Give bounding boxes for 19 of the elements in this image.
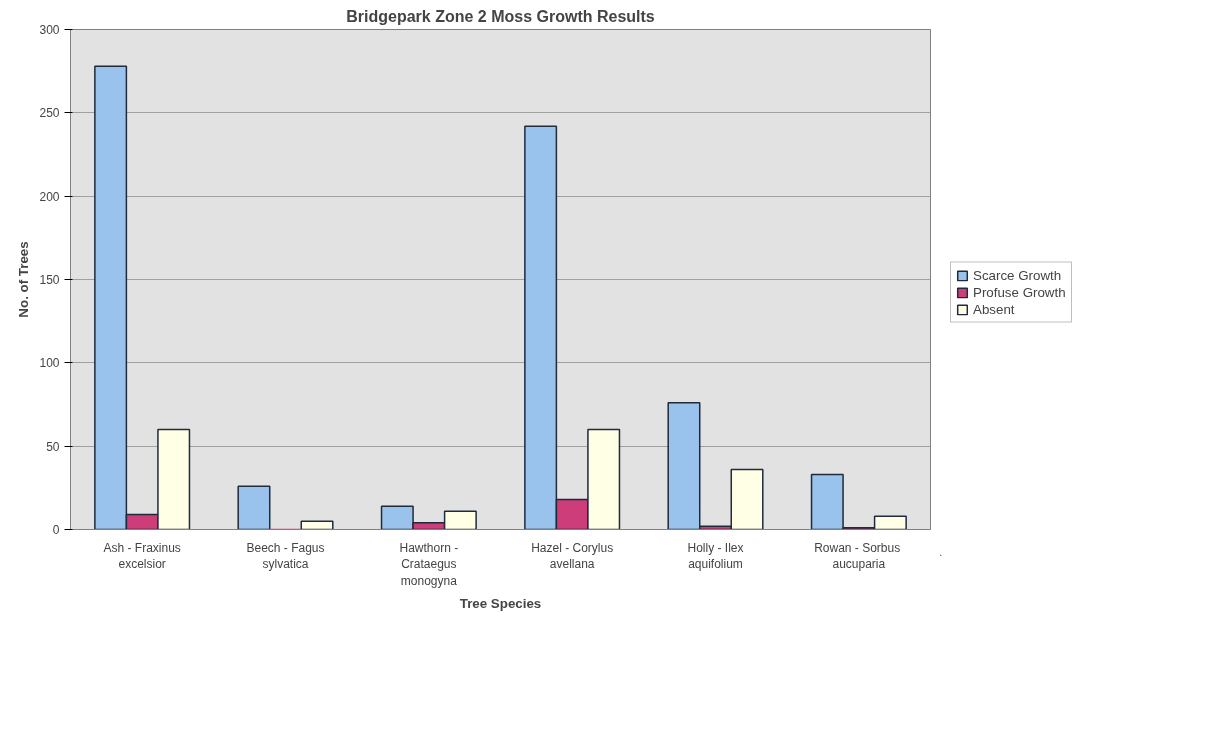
legend-label: Profuse Growth	[973, 284, 1066, 300]
x-tick-label: Hazel - Corylus avellana	[531, 540, 614, 572]
y-tick-label: 50	[46, 439, 60, 454]
x-axis-title: Tree Species	[459, 596, 542, 612]
x-tick-label: Ash - Fraxinus excelsior	[103, 540, 181, 572]
x-tick-label: Holly - Ilex aquifolium	[687, 540, 744, 572]
x-tick-label: Rowan - Sorbus aucuparia	[814, 540, 901, 572]
legend-label: Scarce Growth	[973, 267, 1062, 283]
legend-label: Absent	[973, 301, 1015, 317]
chart-title: Bridgepark Zone 2 Moss Growth Results	[346, 7, 655, 25]
y-tick-label: 300	[39, 23, 60, 37]
y-tick-label: 250	[39, 106, 60, 121]
x-tick-label: Hawthorn - Crataegus monogyna	[399, 540, 459, 589]
y-tick-label: 200	[39, 189, 60, 204]
y-axis-title: No. of Trees	[16, 241, 32, 318]
x-tick-label: Beech - Fagus sylvatica	[246, 540, 325, 572]
y-tick-label: 150	[39, 273, 60, 287]
y-tick-label: 100	[39, 356, 60, 371]
y-tick-label: 0	[52, 523, 60, 537]
